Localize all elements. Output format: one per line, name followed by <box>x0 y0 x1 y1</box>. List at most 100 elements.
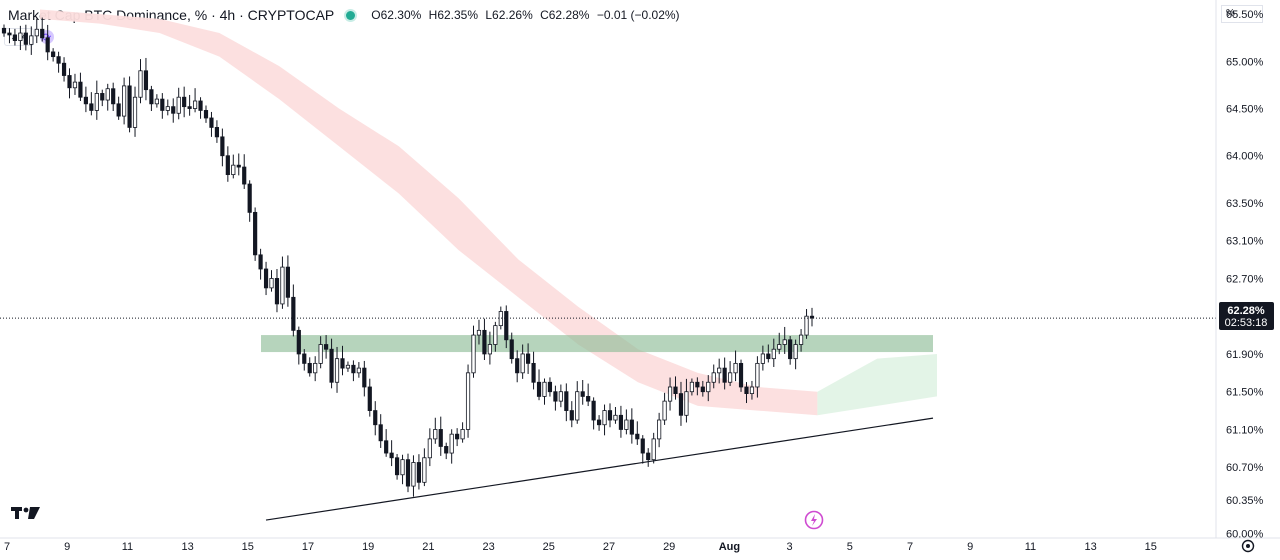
candle <box>34 18 39 44</box>
candle <box>67 68 72 99</box>
candle-body-down <box>171 106 176 114</box>
candle <box>247 180 252 222</box>
candle <box>274 269 280 313</box>
candle-body-down <box>722 367 727 383</box>
candle-body-up <box>334 358 340 383</box>
candle-body-down <box>187 106 192 109</box>
candle-body-down <box>607 410 613 421</box>
candle <box>771 338 776 367</box>
candle <box>613 406 618 424</box>
y-tick-label: 65.50% <box>1226 9 1264 21</box>
candle-body-down <box>389 452 394 459</box>
candle-body-down <box>362 367 367 388</box>
candle-body-down <box>553 391 558 402</box>
candle <box>18 25 23 51</box>
gear-hub <box>1246 544 1250 548</box>
candle-body-up <box>280 266 285 305</box>
candle-body-up <box>422 457 427 483</box>
candle <box>509 332 514 364</box>
candle-body-down <box>455 433 460 440</box>
candle-body-down <box>182 96 187 108</box>
x-tick-label: 15 <box>1145 541 1157 553</box>
candle-body-down <box>274 278 280 305</box>
candle-body-down <box>40 28 45 39</box>
candle-body-down <box>438 429 443 447</box>
candle-body-down <box>100 93 105 101</box>
candle-body-down <box>242 166 247 185</box>
candle <box>700 380 705 397</box>
low-value: L62.26% <box>485 8 533 22</box>
candle <box>591 397 596 430</box>
candle <box>389 440 394 467</box>
candle-body-down <box>618 414 624 430</box>
change-value: −0.01 (−0.02%) <box>596 8 680 22</box>
candle-body-down <box>340 358 345 369</box>
time-axis[interactable]: 7 9 11 13 15 17 19 21 23 25 27 29 Aug 3 5 7 9 11 13 15 <box>4 541 1157 553</box>
scale-mode-button[interactable]: % <box>1221 5 1263 23</box>
ichimoku-cloud <box>40 9 937 416</box>
candle-body-down <box>61 62 67 76</box>
candle-body-down <box>247 183 252 213</box>
candle-body-up <box>72 81 78 89</box>
candle-body-up <box>498 311 503 327</box>
candle <box>373 401 378 436</box>
y-tick-label: 64.50% <box>1226 104 1264 116</box>
candle-body-down <box>695 381 700 388</box>
candle-body-down <box>307 362 312 374</box>
candle <box>553 385 558 411</box>
support-trendline[interactable] <box>265 417 934 521</box>
settings-gear-icon[interactable] <box>1241 539 1255 553</box>
candle-body-down <box>198 100 203 111</box>
candle-body-up <box>662 400 667 421</box>
candle <box>788 336 793 365</box>
price-label-value: 62.28% <box>1227 305 1265 317</box>
candle <box>798 329 804 352</box>
price-axis[interactable]: 65.50% 65.00% 64.50% 64.00% 63.50% 63.10% 62.7… <box>1226 9 1264 540</box>
candle-body-down <box>78 81 83 98</box>
event-flash-icon[interactable] <box>804 510 824 530</box>
x-tick-label: 13 <box>181 541 193 553</box>
candle-body-down <box>504 311 509 341</box>
resistance-zone[interactable] <box>261 335 933 353</box>
candle-body-up <box>138 70 143 98</box>
candle <box>733 350 738 382</box>
x-tick-label: Aug <box>719 541 740 553</box>
x-tick-label: 29 <box>663 541 675 553</box>
x-tick-label: 15 <box>242 541 254 553</box>
candle <box>651 432 656 464</box>
candle-body-down <box>444 446 449 454</box>
candle <box>400 454 405 485</box>
candle-body-down <box>45 37 50 53</box>
candle-body-down <box>384 440 389 454</box>
market-status-icon[interactable] <box>346 10 356 20</box>
candle-body-down <box>394 457 400 476</box>
candle-body-up <box>493 325 498 345</box>
candle <box>356 362 361 378</box>
x-tick-label: 3 <box>787 541 793 553</box>
candle <box>640 435 645 464</box>
candle-body-down <box>302 353 307 364</box>
candle <box>602 404 607 436</box>
x-tick-label: 9 <box>64 541 70 553</box>
candle-body-down <box>285 266 290 298</box>
tradingview-logo-icon[interactable] <box>11 507 40 519</box>
candle-body-down <box>203 110 209 119</box>
candle-body-up <box>400 459 405 476</box>
candle <box>433 417 438 444</box>
candle-body-down <box>51 51 56 58</box>
candle <box>809 307 815 327</box>
candle <box>629 408 634 444</box>
x-tick-label: 23 <box>482 541 494 553</box>
candle-body-down <box>635 433 640 440</box>
candle-body-up <box>318 344 323 364</box>
candle <box>253 207 258 261</box>
candle <box>438 416 443 456</box>
candle <box>12 28 18 46</box>
candle <box>45 24 50 61</box>
candle <box>624 409 629 435</box>
x-tick-label: 11 <box>122 541 133 553</box>
candle <box>29 26 34 55</box>
candle <box>738 359 744 392</box>
ohlc-values: O62.30% H62.35% L62.26% C62.28% −0.01 (−… <box>371 8 683 22</box>
